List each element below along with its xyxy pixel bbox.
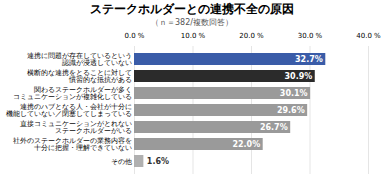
html-text:ステークホルダーとの連携不全の原因: ステークホルダーとの連携不全の原因: [90, 2, 294, 16]
svg-text:32.7%: 32.7%: [295, 55, 323, 64]
svg-text:連携のハブとなる人・会社が十分に機能していない／閉塞してしま: 連携のハブとなる人・会社が十分に機能していない／閉塞してしまっている: [6, 103, 132, 118]
svg-text:連携に問題が存在しているという認識が浸透していない: 連携に問題が存在しているという認識が浸透していない: [27, 52, 132, 67]
svg-text:10.0 %: 10.0 %: [181, 32, 206, 40]
svg-text:26.7%: 26.7%: [260, 123, 288, 132]
svg-text:1.6%: 1.6%: [147, 157, 169, 166]
svg-text:30.9%: 30.9%: [284, 72, 312, 81]
svg-text:0.0 %: 0.0 %: [124, 32, 144, 40]
svg-text:29.6%: 29.6%: [277, 106, 305, 115]
svg-text:直接コミュニケーションがとれないステークホルダーがいる: 直接コミュニケーションがとれないステークホルダーがいる: [20, 120, 132, 135]
svg-text:関わるステークホルダーが多くコミュニケーションが複雑化してい: 関わるステークホルダーが多くコミュニケーションが複雑化している: [13, 86, 132, 101]
svg-text:30.1%: 30.1%: [280, 89, 308, 98]
svg-text:22.0%: 22.0%: [232, 140, 260, 149]
svg-text:その他: その他: [111, 158, 132, 166]
svg-text:40.0 %: 40.0 %: [356, 32, 381, 40]
svg-text:社外のステークホルダーの業務内容を十分に把握・理解できていな: 社外のステークホルダーの業務内容を十分に把握・理解できていない: [13, 137, 132, 152]
svg-text:30.0 %: 30.0 %: [298, 32, 323, 40]
svg-text:20.0 %: 20.0 %: [239, 32, 264, 40]
html-text:（ｎ＝382/複数回答）: （ｎ＝382/複数回答）: [151, 18, 233, 27]
svg-text:横断的な連携をとることに対して慣習的な抵抗がある: 横断的な連携をとることに対して慣習的な抵抗がある: [27, 69, 132, 84]
